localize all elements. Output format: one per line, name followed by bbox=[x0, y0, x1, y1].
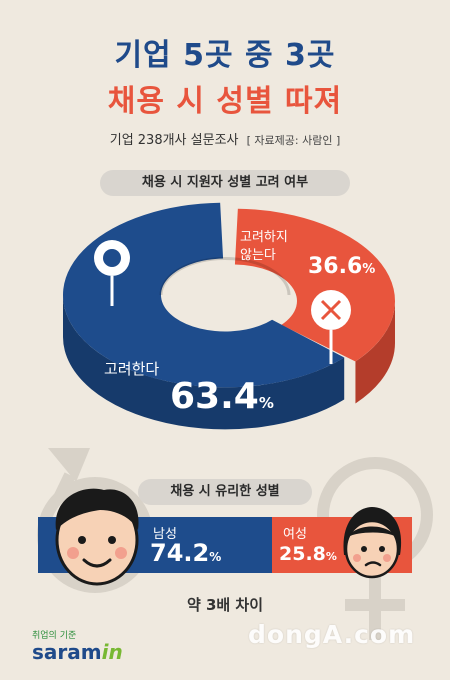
bar-chart-title: 채용 시 유리한 성별 bbox=[138, 479, 312, 505]
not-consider-label-line2: 않는다 bbox=[240, 248, 276, 263]
survey-text: 기업 238개사 설문조사 bbox=[109, 133, 239, 148]
source-text: [ 자료제공: 사람인 ] bbox=[246, 134, 341, 147]
not-consider-label-line1: 고려하지 bbox=[240, 230, 288, 245]
female-number: 25.8 bbox=[279, 543, 326, 565]
consider-unit: % bbox=[258, 394, 274, 412]
male-symbol-arrowhead bbox=[48, 448, 90, 482]
title-line-1: 기업 5곳 중 3곳 bbox=[114, 38, 336, 73]
consider-label: 고려한다 bbox=[104, 360, 160, 378]
not-consider-label: 고려하지 않는다 bbox=[240, 229, 288, 265]
female-value: 25.8% bbox=[279, 543, 337, 565]
male-unit: % bbox=[209, 550, 222, 564]
male-label: 남성 bbox=[153, 527, 177, 542]
not-consider-number: 36.6 bbox=[308, 254, 363, 279]
donga-watermark: dongA.com bbox=[248, 620, 416, 649]
consider-value: 63.4% bbox=[170, 376, 274, 417]
male-number: 74.2 bbox=[150, 539, 210, 567]
female-unit: % bbox=[325, 550, 337, 563]
donut-hole-shade bbox=[159, 257, 291, 296]
logo-accent-text: in bbox=[101, 640, 123, 664]
consider-number: 63.4 bbox=[170, 376, 259, 417]
difference-note: 약 3배 차이 bbox=[186, 596, 264, 614]
male-symbol-arrow-line bbox=[52, 472, 76, 503]
donut-chart-title: 채용 시 지원자 성별 고려 여부 bbox=[100, 170, 350, 196]
subtitle: 기업 238개사 설문조사 [ 자료제공: 사람인 ] bbox=[0, 129, 450, 148]
logo-tagline: 취업의 기준 bbox=[32, 631, 77, 641]
not-consider-slice-side bbox=[355, 301, 395, 404]
not-consider-value: 36.6% bbox=[308, 254, 375, 279]
not-consider-slice-top bbox=[234, 208, 395, 362]
logo-main-text: saram bbox=[32, 640, 102, 664]
donut-chart bbox=[62, 202, 395, 430]
title-line-2: 채용 시 성별 따져 bbox=[107, 84, 343, 119]
female-label: 여성 bbox=[283, 527, 307, 542]
x-marker-icon bbox=[311, 290, 351, 364]
male-face-icon bbox=[55, 488, 139, 586]
saramin-logo: saramin bbox=[32, 640, 123, 664]
consider-slice-side bbox=[63, 295, 345, 430]
consider-slice-top bbox=[62, 202, 345, 388]
not-consider-unit: % bbox=[362, 262, 376, 277]
female-face-icon bbox=[343, 507, 402, 579]
male-value: 74.2% bbox=[150, 539, 221, 567]
location-pin-icon bbox=[94, 240, 130, 306]
